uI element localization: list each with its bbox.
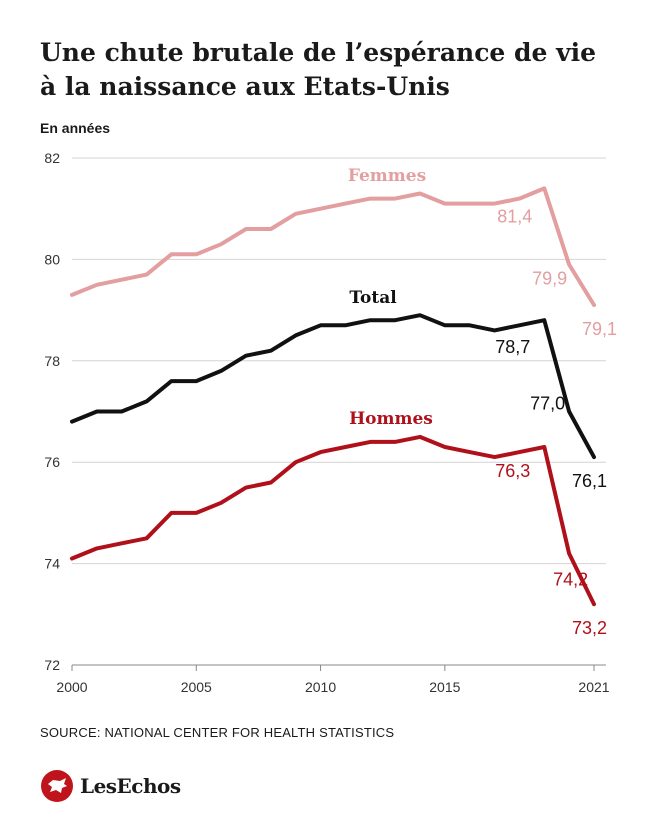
brand-logo: LesEchos xyxy=(40,768,181,804)
y-axis-unit-label: En années xyxy=(40,120,111,136)
data-label-femmes: 79,9 xyxy=(532,268,567,288)
data-label-hommes: 74,2 xyxy=(553,569,588,589)
data-label-total: 76,1 xyxy=(572,471,607,491)
brand-name: LesEchos xyxy=(80,774,181,798)
y-tick-label: 82 xyxy=(44,150,60,166)
y-tick-label: 72 xyxy=(44,657,60,673)
data-label-femmes: 81,4 xyxy=(497,206,532,226)
series-line-total xyxy=(70,313,596,460)
gridlines xyxy=(72,157,606,666)
series-name-total: Total xyxy=(349,288,397,308)
y-tick-label: 76 xyxy=(44,454,60,470)
series-lines xyxy=(70,186,596,607)
x-tick-label: 2015 xyxy=(429,679,460,695)
x-tick-label: 2000 xyxy=(56,679,87,695)
series-line-hommes xyxy=(70,434,596,607)
series-line-femmes xyxy=(70,186,596,307)
data-label-total: 77,0 xyxy=(530,394,565,414)
series-name-labels: Femmes Total Hommes xyxy=(348,166,433,429)
chart-title: Une chute brutale de l’espérance de vie … xyxy=(40,38,597,101)
les-echos-logo-icon xyxy=(41,770,73,802)
data-label-total: 78,7 xyxy=(495,337,530,357)
data-label-hommes: 73,2 xyxy=(572,618,607,638)
y-tick-label: 74 xyxy=(44,556,60,572)
y-tick-labels: 72 74 76 78 80 82 xyxy=(44,150,60,673)
series-name-hommes: Hommes xyxy=(349,409,433,429)
y-tick-label: 78 xyxy=(44,353,60,369)
x-tick-label: 2010 xyxy=(305,679,336,695)
source-note: SOURCE: NATIONAL CENTER FOR HEALTH STATI… xyxy=(40,725,395,740)
data-labels: 81,4 79,9 79,1 78,7 77,0 76,1 76,3 74,2 73,2 xyxy=(495,206,617,638)
y-tick-label: 80 xyxy=(44,251,60,267)
series-name-femmes: Femmes xyxy=(348,166,426,186)
data-label-femmes: 79,1 xyxy=(582,319,617,339)
data-label-hommes: 76,3 xyxy=(495,461,530,481)
x-axis: 2000 2005 2010 2015 2021 xyxy=(56,665,610,695)
x-tick-label: 2005 xyxy=(181,679,212,695)
x-tick-label: 2021 xyxy=(578,679,609,695)
line-chart: 72 74 76 78 80 82 2000 2005 2010 2015 2021 Femmes… xyxy=(44,150,617,695)
